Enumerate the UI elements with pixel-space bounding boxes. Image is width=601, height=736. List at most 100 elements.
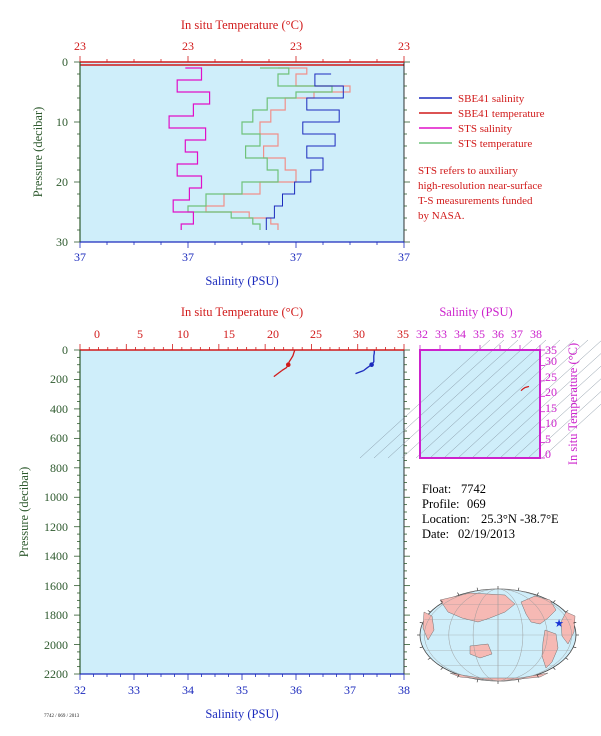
map-frame-tick — [476, 587, 479, 591]
map-north-america — [520, 595, 557, 625]
profile-label: Profile: — [422, 497, 460, 511]
map-frame-tick — [440, 600, 444, 603]
ts-temp-tick-label: 35 — [545, 343, 557, 357]
top-pressure-tick-label: 30 — [56, 235, 68, 249]
sts-note-line: STS refers to auxiliary — [418, 165, 518, 177]
top-temp-tick-label: 23 — [182, 39, 194, 53]
full-depth-profile-chart: In situ Temperature (°C) 0 5 10 15 20 25… — [17, 305, 410, 721]
ts-ticks — [419, 345, 545, 459]
top-sal-tick-label: 37 — [290, 250, 302, 264]
top-sal-tick-label: 37 — [74, 250, 86, 264]
bottom-temp-tick-label: 20 — [267, 327, 279, 341]
ts-temperature-axis-title: In situ Temperature (°C) — [566, 343, 580, 465]
bottom-plot-area — [80, 350, 404, 674]
ts-diagram: Salinity (PSU) 32 33 34 35 36 37 38 0 5 … — [359, 305, 601, 465]
ts-density-contour — [541, 403, 601, 459]
map-frame-tick — [552, 600, 556, 603]
map-frame-tick — [536, 674, 539, 678]
bottom-sal-tick-label: 33 — [128, 683, 140, 697]
top-series-layer — [80, 64, 404, 230]
ts-temp-tick-label: 5 — [545, 432, 551, 446]
map-frame-tick — [517, 587, 520, 591]
ts-sal-tick-label: 32 — [416, 327, 428, 341]
sts-salinity-trace — [168, 67, 211, 230]
map-frame-tick — [573, 622, 577, 624]
legend-label-sts-temperature: STS temperature — [458, 138, 532, 150]
bottom-sal-tick-labels: 32 33 34 35 36 37 38 — [74, 683, 410, 697]
bottom-sal-tick-label: 36 — [290, 683, 302, 697]
top-chart-pressure-axis-title: Pressure (decibar) — [31, 107, 45, 198]
legend-label-sbe41-salinity: SBE41 salinity — [458, 93, 525, 105]
bottom-series-layer — [273, 349, 375, 378]
ts-density-contours — [359, 339, 601, 459]
map-frame-tick — [457, 592, 460, 596]
full-depth-temperature-trace — [281, 349, 296, 372]
map-frame-tick — [476, 679, 479, 683]
bottom-pressure-tick-label: 0 — [62, 343, 68, 357]
bottom-chart-temperature-axis-title: In situ Temperature (°C) — [181, 305, 303, 319]
ts-density-contour — [443, 339, 575, 459]
location-value: 25.3°N -38.7°E — [481, 512, 559, 526]
ts-sal-tick-label: 38 — [530, 327, 542, 341]
bottom-pressure-tick-label: 2200 — [44, 667, 68, 681]
map-south-america — [541, 629, 559, 669]
legend-label-sts-salinity: STS salinity — [458, 123, 513, 135]
map-frame-ticks — [417, 586, 579, 684]
ts-sal-tick-label: 36 — [492, 327, 504, 341]
bottom-temp-tick-label: 30 — [353, 327, 365, 341]
ts-sal-tick-label: 34 — [454, 327, 466, 341]
bottom-pressure-tick-labels: 0 200 400 600 800 1000 1200 1400 1600 18… — [44, 343, 68, 681]
bottom-pressure-tick-label: 1000 — [44, 490, 68, 504]
legend: SBE41 salinity SBE41 temperature STS sal… — [418, 93, 545, 222]
bottom-temp-tick-label: 15 — [223, 327, 235, 341]
top-chart-salinity-axis-title: Salinity (PSU) — [205, 274, 278, 288]
near-surface-profile-chart: In situ Temperature (°C) 23 23 23 23 37 … — [31, 18, 410, 288]
bottom-pressure-tick-label: 1800 — [44, 608, 68, 622]
map-frame-tick — [565, 657, 569, 660]
bottom-pressure-tick-label: 800 — [50, 461, 68, 475]
bottom-pressure-tick-label: 1600 — [44, 579, 68, 593]
map-frame-tick — [457, 674, 460, 678]
bottom-temp-tick-label: 25 — [310, 327, 322, 341]
map-frame-tick — [517, 679, 520, 683]
map-frame-tick — [573, 646, 577, 648]
map-frame-tick — [419, 646, 423, 648]
ts-temp-tick-label: 20 — [545, 385, 557, 399]
legend-label-sbe41-temperature: SBE41 temperature — [458, 108, 545, 120]
bottom-sal-tick-label: 37 — [344, 683, 356, 697]
ts-sal-tick-label: 33 — [435, 327, 447, 341]
date-label: Date: — [422, 527, 449, 541]
salinity-park-marker — [369, 362, 374, 368]
sts-note-line: T-S measurements funded — [418, 195, 533, 207]
ts-plot-area — [420, 350, 540, 458]
top-temp-tick-label: 23 — [74, 39, 86, 53]
top-chart-temperature-axis-title: In situ Temperature (°C) — [181, 18, 303, 32]
top-sal-tick-label: 37 — [398, 250, 410, 264]
top-chart-ticks — [74, 56, 410, 248]
full-depth-salinity-trace — [363, 350, 375, 372]
bottom-sal-tick-label: 32 — [74, 683, 86, 697]
top-pressure-tick-label: 20 — [56, 175, 68, 189]
bottom-sal-tick-label: 34 — [182, 683, 194, 697]
top-sal-tick-label: 37 — [182, 250, 194, 264]
world-locator-map: ★ — [417, 586, 579, 684]
map-frame-tick — [427, 657, 431, 660]
map-frame-tick — [440, 667, 444, 670]
sbe41-salinity-trace — [265, 73, 344, 230]
ts-salinity-tick-labels: 32 33 34 35 36 37 38 — [416, 327, 542, 341]
ts-density-contour — [401, 339, 533, 459]
map-frame-tick — [419, 622, 423, 624]
top-temp-tick-label: 23 — [290, 39, 302, 53]
bottom-pressure-tick-label: 2000 — [44, 638, 68, 652]
ts-density-contour — [429, 339, 561, 459]
top-pressure-tick-label: 0 — [62, 55, 68, 69]
footer-stamp: 7742 / 069 / 2013 — [44, 714, 80, 719]
map-frame-tick — [552, 667, 556, 670]
ts-density-contour — [457, 339, 589, 459]
bottom-temp-tick-labels: 0 5 10 15 20 25 30 35 — [94, 327, 409, 341]
ts-temp-tick-label: 15 — [545, 401, 557, 415]
bottom-sal-tick-label: 35 — [236, 683, 248, 697]
bottom-pressure-tick-label: 600 — [50, 431, 68, 445]
ts-temperature-tick-labels: 0 5 10 15 20 25 30 35 — [545, 343, 557, 461]
